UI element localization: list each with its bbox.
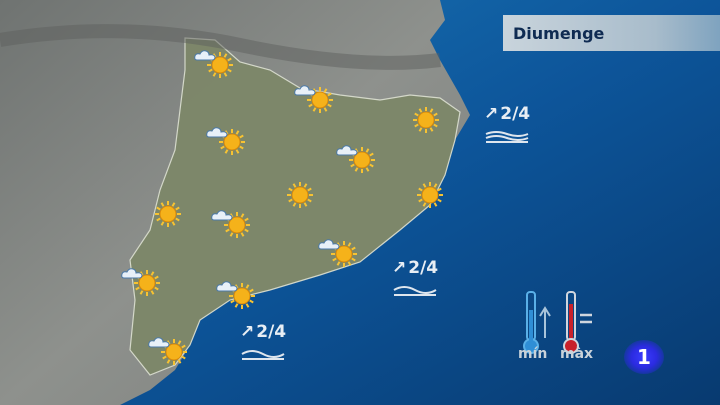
weather-icon-sun-cloud [318, 234, 362, 274]
waves-icon [485, 131, 529, 143]
arrow-northeast-icon: ↗ [240, 322, 255, 342]
sun-icon [413, 107, 439, 133]
weather-icon-sun-cloud [194, 45, 238, 85]
arrow-northeast-icon: ↗ [392, 258, 407, 278]
weather-icon-sun [278, 175, 318, 215]
arrow-up-icon [539, 306, 551, 338]
weather-icon-sun-cloud [216, 276, 260, 316]
cloud-icon [211, 210, 233, 221]
cloud-icon [318, 239, 340, 250]
thermometer-min-icon [523, 291, 539, 354]
sea-state-sw: ↗ 2/4 [240, 322, 286, 362]
legend-min-label: mín [518, 346, 548, 362]
channel-logo: 1 [624, 340, 664, 374]
sea-state-center: ↗ 2/4 [392, 258, 438, 298]
sun-icon [134, 270, 160, 296]
sea-state-ne: ↗ 2/4 [484, 104, 530, 144]
sun-icon [349, 147, 375, 173]
waves-icon [241, 350, 285, 360]
sun-icon [229, 283, 255, 309]
sun-icon [155, 201, 181, 227]
weather-icon-sun-cloud [206, 122, 250, 162]
equals-icon [580, 313, 592, 324]
cloud-icon [121, 268, 143, 279]
day-title-banner: Diumenge [503, 15, 720, 51]
temperature-legend [523, 291, 592, 354]
cloud-icon [216, 281, 238, 292]
waves-icon [393, 286, 437, 296]
sea-state-value: 2/4 [500, 104, 531, 124]
region-catalonia [129, 37, 461, 376]
sea-state-value: 2/4 [408, 258, 439, 278]
day-title: Diumenge [513, 23, 605, 43]
sun-icon [331, 241, 357, 267]
sun-icon [417, 182, 443, 208]
sea-state-value: 2/4 [256, 322, 287, 342]
sun-icon [161, 339, 187, 365]
weather-icon-sun [404, 100, 444, 140]
cloud-icon [294, 85, 316, 96]
sun-icon [287, 182, 313, 208]
weather-icon-sun-cloud [148, 332, 192, 372]
weather-icon-sun [408, 175, 448, 215]
cloud-icon [148, 337, 170, 348]
sun-icon [307, 87, 333, 113]
legend-max-label: màx [560, 346, 594, 362]
weather-icon-sun-cloud [294, 80, 338, 120]
arrow-northeast-icon: ↗ [484, 104, 499, 124]
weather-icon-sun [146, 194, 186, 234]
cloud-icon [194, 50, 216, 61]
weather-icon-sun-cloud [121, 263, 165, 303]
cloud-icon [206, 127, 228, 138]
cloud-icon [336, 145, 358, 156]
thermometer-max-icon [563, 291, 579, 354]
weather-icon-sun-cloud [336, 140, 380, 180]
weather-icon-sun-cloud [211, 205, 255, 245]
